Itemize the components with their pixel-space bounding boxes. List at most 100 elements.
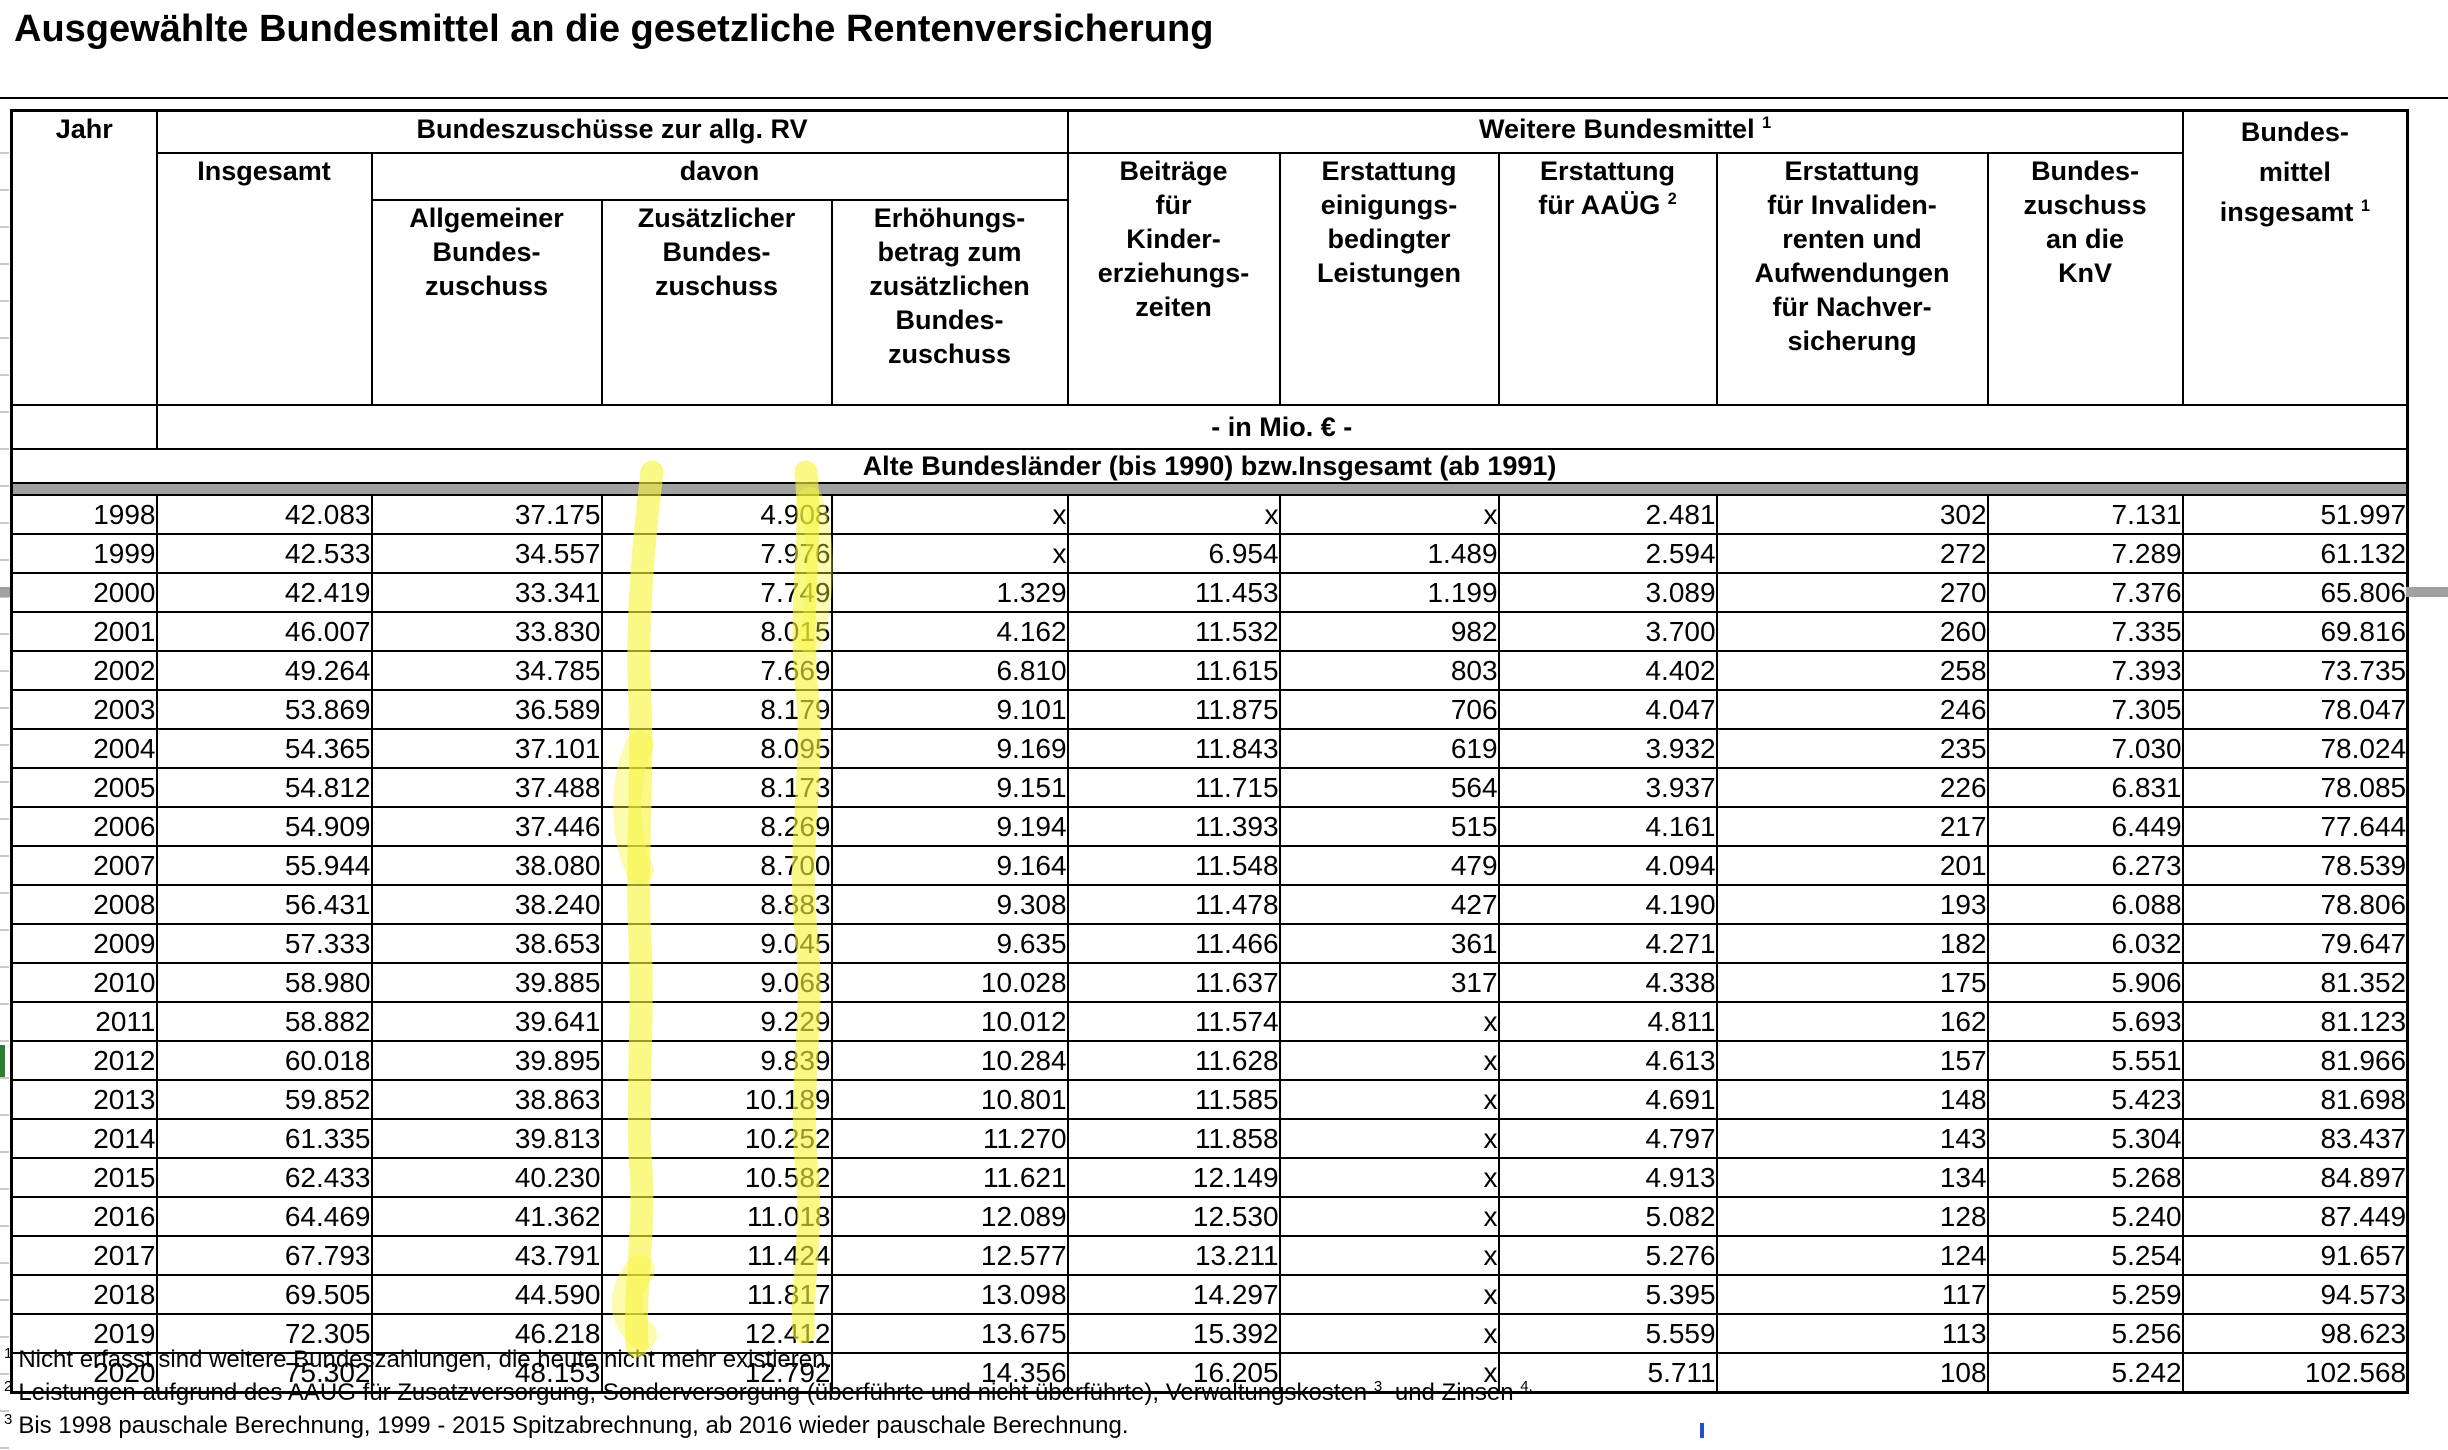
value-cell[interactable]: 98.623 [2181,1312,2409,1354]
value-cell[interactable]: 11.817 [600,1273,833,1315]
value-cell[interactable]: 64.469 [155,1195,373,1237]
value-cell[interactable]: 302 [1715,493,1989,535]
value-cell[interactable]: 272 [1715,532,1989,574]
value-cell[interactable]: 42.533 [155,532,373,574]
value-cell[interactable]: 7.289 [1986,532,2184,574]
header-group-weitere-bundesmittel[interactable]: Weitere Bundesmittel 1 [1066,109,2184,154]
year-cell[interactable]: 2016 [10,1195,158,1237]
value-cell[interactable]: 4.047 [1497,688,1718,730]
value-cell[interactable]: 14.297 [1066,1273,1281,1315]
year-cell[interactable]: 2017 [10,1234,158,1276]
value-cell[interactable]: x [1278,493,1500,535]
value-cell[interactable]: 124 [1715,1234,1989,1276]
value-cell[interactable]: 157 [1715,1039,1989,1081]
value-cell[interactable]: 5.259 [1986,1273,2184,1315]
value-cell[interactable]: 73.735 [2181,649,2409,691]
value-cell[interactable]: 8.095 [600,727,833,769]
value-cell[interactable]: 84.897 [2181,1156,2409,1198]
value-cell[interactable]: 4.190 [1497,883,1718,925]
value-cell[interactable]: 67.793 [155,1234,373,1276]
value-cell[interactable]: 6.032 [1986,922,2184,964]
value-cell[interactable]: 39.813 [370,1117,603,1159]
value-cell[interactable]: 62.433 [155,1156,373,1198]
value-cell[interactable]: 46.007 [155,610,373,652]
value-cell[interactable]: 1.329 [830,571,1069,613]
value-cell[interactable]: 9.308 [830,883,1069,925]
value-cell[interactable]: 59.852 [155,1078,373,1120]
value-cell[interactable]: 81.966 [2181,1039,2409,1081]
year-cell[interactable]: 2007 [10,844,158,886]
value-cell[interactable]: 564 [1278,766,1500,808]
year-cell[interactable]: 1999 [10,532,158,574]
value-cell[interactable]: 11.393 [1066,805,1281,847]
value-cell[interactable]: 69.505 [155,1273,373,1315]
value-cell[interactable]: x [1278,1195,1500,1237]
value-cell[interactable]: 258 [1715,649,1989,691]
year-cell[interactable]: 2011 [10,1000,158,1042]
value-cell[interactable]: 1.489 [1278,532,1500,574]
value-cell[interactable]: 54.365 [155,727,373,769]
value-cell[interactable]: 7.749 [600,571,833,613]
value-cell[interactable]: 41.362 [370,1195,603,1237]
value-cell[interactable]: 11.628 [1066,1039,1281,1081]
value-cell[interactable]: 43.791 [370,1234,603,1276]
value-cell[interactable]: 39.895 [370,1039,603,1081]
value-cell[interactable]: 162 [1715,1000,1989,1042]
value-cell[interactable]: 58.980 [155,961,373,1003]
value-cell[interactable]: 4.271 [1497,922,1718,964]
value-cell[interactable]: 5.693 [1986,1000,2184,1042]
value-cell[interactable]: 78.047 [2181,688,2409,730]
value-cell[interactable]: 81.352 [2181,961,2409,1003]
value-cell[interactable]: 34.557 [370,532,603,574]
value-cell[interactable]: 11.018 [600,1195,833,1237]
value-cell[interactable]: 42.419 [155,571,373,613]
value-cell[interactable]: 246 [1715,688,1989,730]
value-cell[interactable]: 260 [1715,610,1989,652]
value-cell[interactable]: 37.488 [370,766,603,808]
year-cell[interactable]: 2013 [10,1078,158,1120]
value-cell[interactable]: 39.885 [370,961,603,1003]
value-cell[interactable]: 10.189 [600,1078,833,1120]
value-cell[interactable]: 11.715 [1066,766,1281,808]
value-cell[interactable]: 11.574 [1066,1000,1281,1042]
value-cell[interactable]: 270 [1715,571,1989,613]
value-cell[interactable]: 201 [1715,844,1989,886]
year-cell[interactable]: 2004 [10,727,158,769]
value-cell[interactable]: 515 [1278,805,1500,847]
value-cell[interactable]: 5.242 [1986,1351,2184,1393]
value-cell[interactable]: 12.530 [1066,1195,1281,1237]
header-allgemeiner-bundeszuschuss[interactable]: Allgemeiner Bundes- zuschuss [370,198,603,406]
value-cell[interactable]: 117 [1715,1273,1989,1315]
value-cell[interactable]: 8.700 [600,844,833,886]
value-cell[interactable]: x [1278,1273,1500,1315]
header-erhoehungsbetrag[interactable]: Erhöhungs- betrag zum zusätzlichen Bunde… [830,198,1069,406]
value-cell[interactable]: 5.906 [1986,961,2184,1003]
header-erstattung-invaliden[interactable]: Erstattung für Invaliden- renten und Auf… [1715,151,1989,406]
year-cell[interactable]: 2000 [10,571,158,613]
value-cell[interactable]: 5.551 [1986,1039,2184,1081]
value-cell[interactable]: 2.481 [1497,493,1718,535]
year-cell[interactable]: 2002 [10,649,158,691]
year-cell[interactable]: 1998 [10,493,158,535]
value-cell[interactable]: 37.446 [370,805,603,847]
year-cell[interactable]: 2010 [10,961,158,1003]
value-cell[interactable]: 8.173 [600,766,833,808]
value-cell[interactable]: 4.161 [1497,805,1718,847]
value-cell[interactable]: 143 [1715,1117,1989,1159]
value-cell[interactable]: 77.644 [2181,805,2409,847]
header-beitraege-kindererziehung[interactable]: Beiträge für Kinder- erziehungs- zeiten [1066,151,1281,406]
value-cell[interactable]: 6.831 [1986,766,2184,808]
value-cell[interactable]: 3.089 [1497,571,1718,613]
header-erstattung-einigung[interactable]: Erstattung einigungs- bedingter Leistung… [1278,151,1500,406]
value-cell[interactable]: 91.657 [2181,1234,2409,1276]
value-cell[interactable]: 8.269 [600,805,833,847]
section-row[interactable]: Alte Bundesländer (bis 1990) bzw.Insgesa… [10,447,2409,484]
value-cell[interactable]: 113 [1715,1312,1989,1354]
value-cell[interactable]: x [1278,1078,1500,1120]
value-cell[interactable]: 8.015 [600,610,833,652]
value-cell[interactable]: 148 [1715,1078,1989,1120]
value-cell[interactable]: 33.341 [370,571,603,613]
value-cell[interactable]: 36.589 [370,688,603,730]
value-cell[interactable]: 48.153 [370,1351,603,1393]
value-cell[interactable]: 2.594 [1497,532,1718,574]
